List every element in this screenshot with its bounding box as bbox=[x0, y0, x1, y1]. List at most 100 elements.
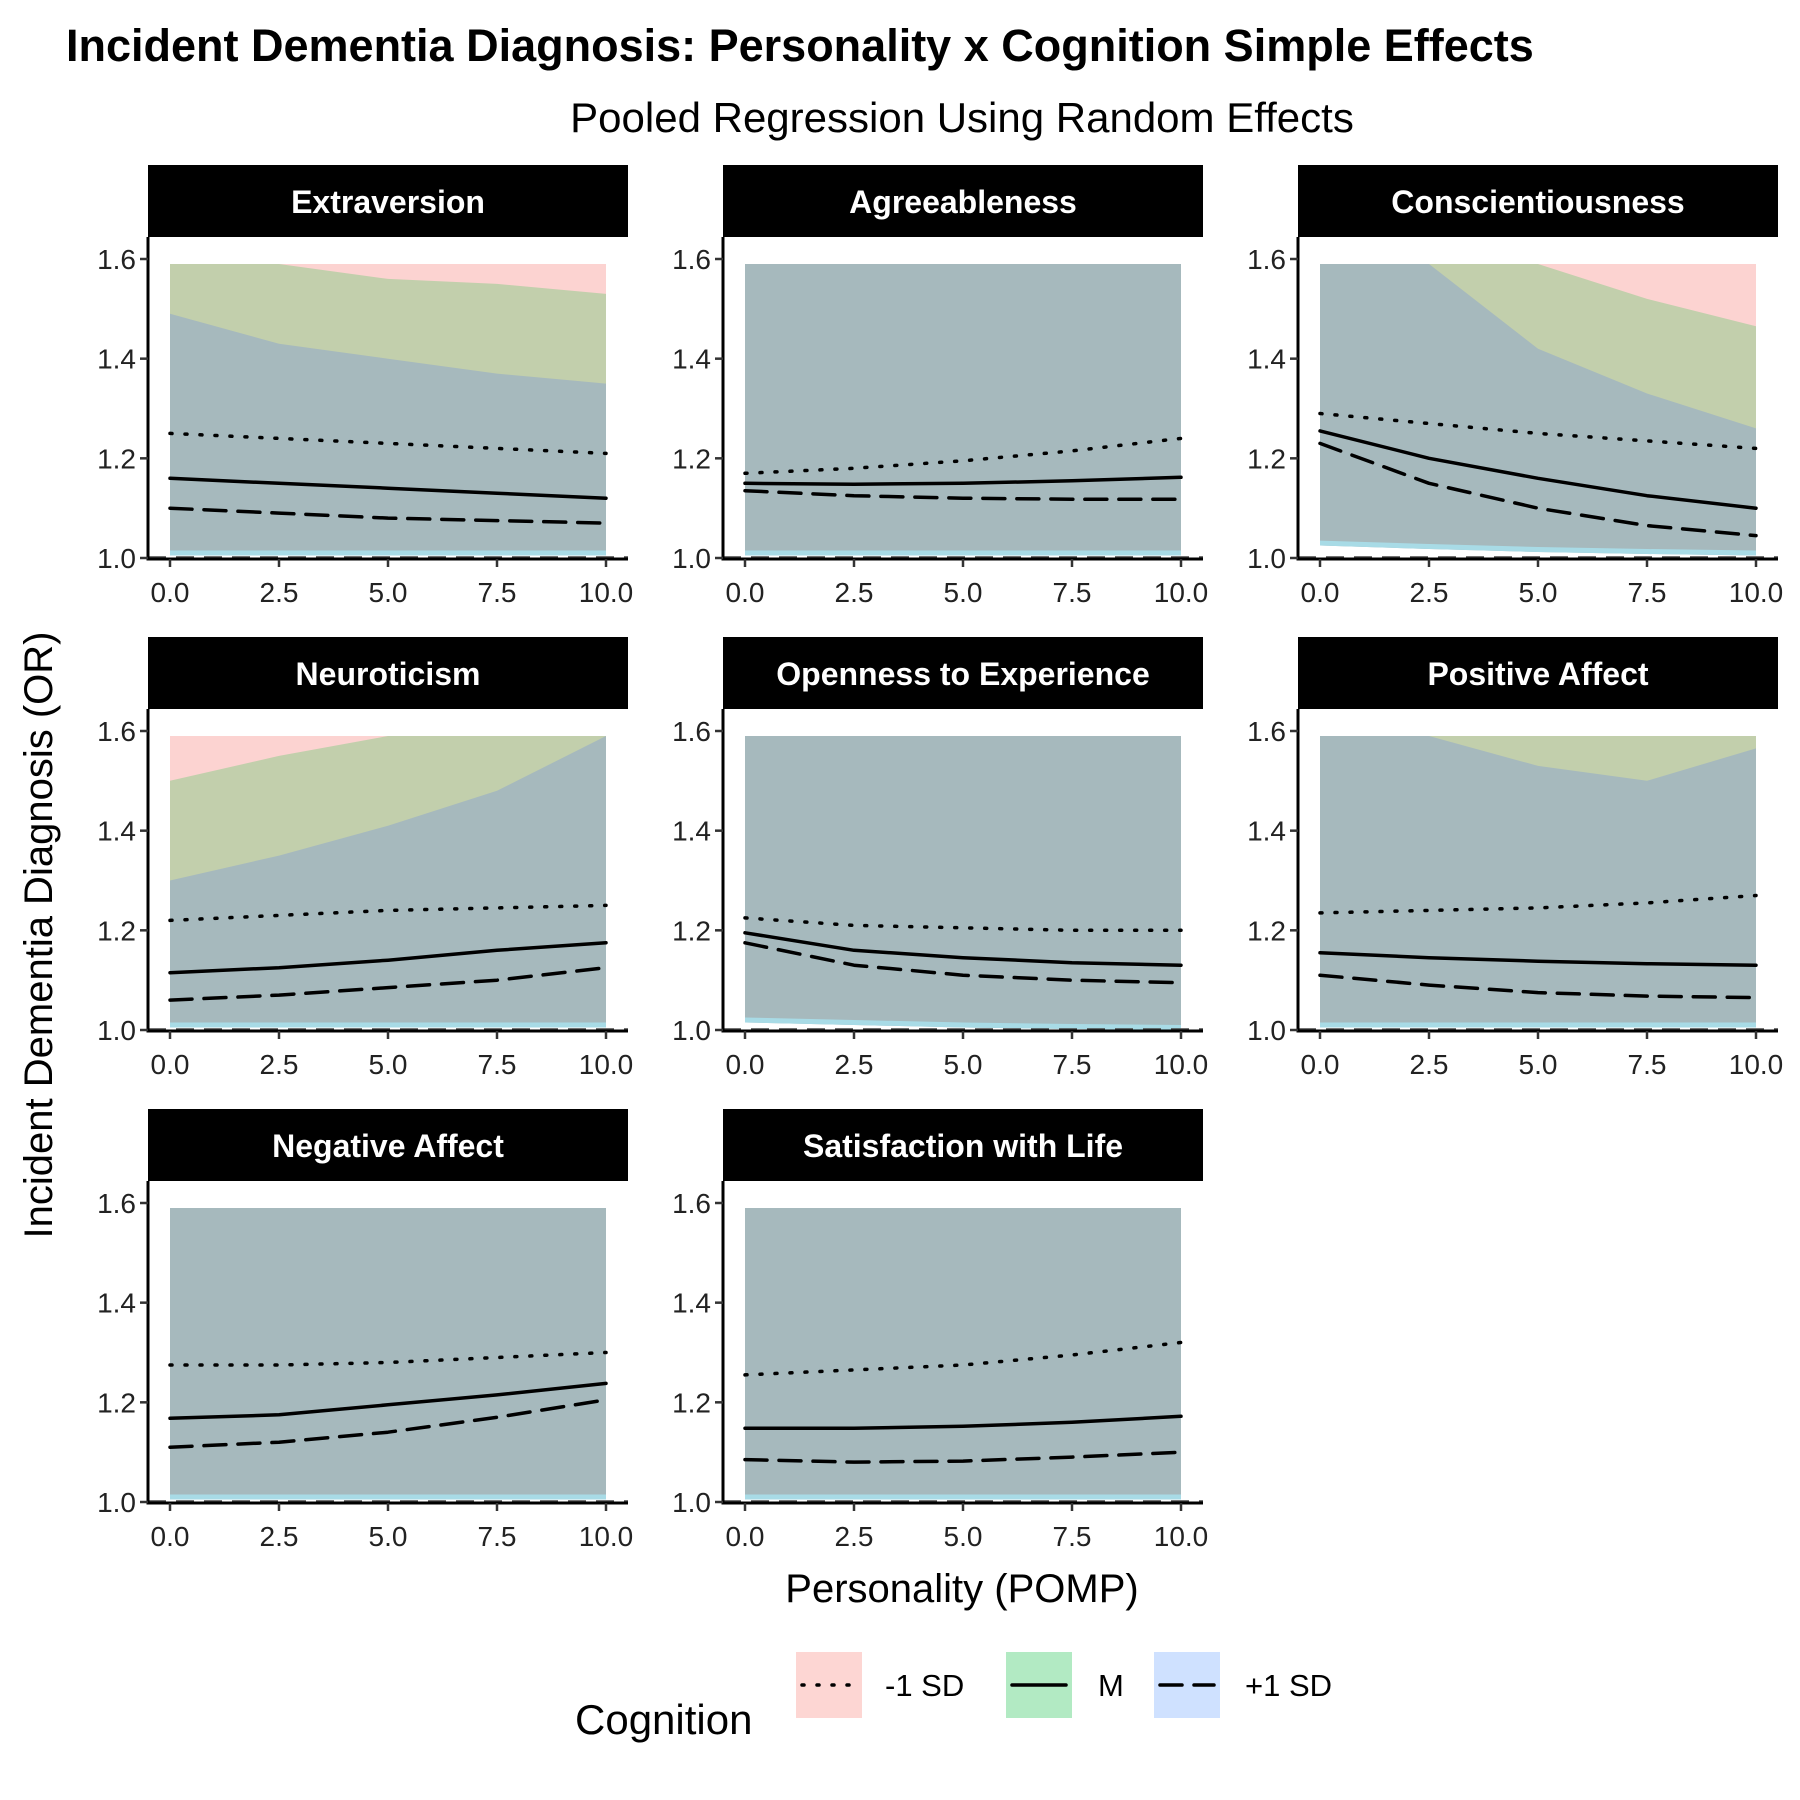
x-tick-label: 2.5 bbox=[1410, 1049, 1449, 1080]
plot-area bbox=[1318, 736, 1758, 1028]
y-tick-label: 1.4 bbox=[672, 344, 711, 375]
x-tick-label: 7.5 bbox=[1053, 1049, 1092, 1080]
ribbon-lower-band bbox=[1320, 540, 1756, 556]
series-line bbox=[168, 431, 608, 456]
series-line bbox=[1318, 441, 1758, 538]
facet-strip-label: Agreeableness bbox=[849, 184, 1077, 220]
facet-strip bbox=[1298, 165, 1778, 237]
plot-area bbox=[168, 736, 608, 1028]
y-tick-label: 1.2 bbox=[1247, 443, 1286, 474]
panel-neuroticism: Neuroticism 1.0 1.2 1.4 1.6 0.0 2.5 5.0 7.5 10.0 bbox=[97, 637, 633, 1080]
ribbon bbox=[170, 1208, 606, 1500]
panel-openness-to-experience: Openness to Experience 1.0 1.2 1.4 1.6 0.0 2.5… bbox=[672, 637, 1208, 1080]
y-tick-label: 1.2 bbox=[1247, 915, 1286, 946]
y-tick-label: 1.0 bbox=[672, 1487, 711, 1518]
x-tick-label: 7.5 bbox=[478, 577, 517, 608]
series-line bbox=[1318, 429, 1758, 510]
facet-strip-label: Extraversion bbox=[291, 184, 485, 220]
x-tick-label: 2.5 bbox=[835, 1521, 874, 1552]
series-line bbox=[168, 1350, 608, 1367]
series-line bbox=[743, 1414, 1183, 1430]
x-tick-label: 0.0 bbox=[726, 1049, 765, 1080]
x-tick-label: 7.5 bbox=[1053, 577, 1092, 608]
facet-strip bbox=[1298, 637, 1778, 709]
facet-strip bbox=[148, 1109, 628, 1181]
ribbon bbox=[745, 736, 1181, 1030]
plot-area bbox=[743, 736, 1183, 1030]
y-tick-label: 1.2 bbox=[672, 1387, 711, 1418]
y-tick-label: 1.4 bbox=[1247, 344, 1286, 375]
series-line bbox=[168, 903, 608, 923]
ribbon bbox=[745, 1208, 1181, 1500]
y-tick-label: 1.6 bbox=[1247, 716, 1286, 747]
ribbon-lower-band bbox=[745, 1017, 1181, 1030]
x-tick-label: 0.0 bbox=[726, 577, 765, 608]
y-tick-label: 1.6 bbox=[672, 716, 711, 747]
x-tick-label: 5.0 bbox=[944, 1049, 983, 1080]
y-tick-label: 1.4 bbox=[97, 1288, 136, 1319]
series-line bbox=[168, 1381, 608, 1421]
series-line bbox=[743, 916, 1183, 933]
x-tick-label: 5.0 bbox=[1519, 577, 1558, 608]
facet-strip bbox=[723, 165, 1203, 237]
x-tick-label: 5.0 bbox=[1519, 1049, 1558, 1080]
legend-title: Cognition bbox=[575, 1696, 752, 1743]
y-tick-label: 1.0 bbox=[97, 1015, 136, 1046]
chart-title: Incident Dementia Diagnosis: Personality… bbox=[66, 20, 1534, 71]
facet-strip bbox=[148, 637, 628, 709]
y-tick-label: 1.6 bbox=[672, 244, 711, 275]
y-tick-label: 1.2 bbox=[97, 1387, 136, 1418]
x-tick-label: 5.0 bbox=[944, 577, 983, 608]
y-tick-label: 1.6 bbox=[1247, 244, 1286, 275]
y-tick-label: 1.4 bbox=[1247, 816, 1286, 847]
y-tick-label: 1.6 bbox=[97, 1188, 136, 1219]
ribbon-lower-band bbox=[1320, 1022, 1756, 1028]
y-tick-label: 1.6 bbox=[97, 716, 136, 747]
y-tick-label: 1.4 bbox=[672, 816, 711, 847]
ribbon-lower-band bbox=[745, 1494, 1181, 1500]
y-tick-label: 1.0 bbox=[1247, 543, 1286, 574]
x-tick-label: 7.5 bbox=[1053, 1521, 1092, 1552]
ribbon bbox=[170, 313, 606, 556]
y-tick-label: 1.0 bbox=[1247, 1015, 1286, 1046]
x-tick-label: 7.5 bbox=[1628, 577, 1667, 608]
y-tick-label: 1.6 bbox=[97, 244, 136, 275]
plot-area bbox=[743, 1208, 1183, 1500]
panel-extraversion: Extraversion 1.0 1.2 1.4 1.6 0.0 2.5 5.0 7.5 10.0 bbox=[97, 165, 633, 608]
series-line bbox=[1318, 893, 1758, 915]
x-tick-label: 10.0 bbox=[1729, 1049, 1784, 1080]
series-line bbox=[168, 506, 608, 525]
ribbon bbox=[1320, 736, 1756, 1028]
facet-strip-label: Negative Affect bbox=[272, 1128, 504, 1164]
series-line bbox=[743, 941, 1183, 985]
x-axis-title: Personality (POMP) bbox=[785, 1567, 1138, 1611]
facet-strip-label: Neuroticism bbox=[296, 656, 481, 692]
ribbon bbox=[745, 264, 1181, 556]
panel-negative-affect: Negative Affect 1.0 1.2 1.4 1.6 0.0 2.5 5.0 7.5 1… bbox=[97, 1109, 633, 1552]
x-tick-label: 7.5 bbox=[478, 1521, 517, 1552]
series-line bbox=[168, 1398, 608, 1449]
panel-agreeableness: Agreeableness 1.0 1.2 1.4 1.6 0.0 2.5 5.0 7.5 10.… bbox=[672, 165, 1208, 608]
panel-conscientiousness: Conscientiousness 1.0 1.2 1.4 1.6 0.0 2.5 5.0 7.… bbox=[1247, 165, 1783, 608]
x-tick-label: 0.0 bbox=[726, 1521, 765, 1552]
x-tick-label: 0.0 bbox=[151, 1521, 190, 1552]
y-tick-label: 1.4 bbox=[97, 816, 136, 847]
ribbon bbox=[170, 736, 606, 1028]
ribbon-lower-band bbox=[170, 1494, 606, 1500]
x-tick-label: 0.0 bbox=[1301, 577, 1340, 608]
y-tick-label: 1.4 bbox=[672, 1288, 711, 1319]
y-tick-label: 1.0 bbox=[672, 543, 711, 574]
series-line bbox=[1318, 951, 1758, 967]
x-tick-label: 5.0 bbox=[369, 1049, 408, 1080]
plot-area bbox=[168, 264, 608, 556]
facet-strip-label: Openness to Experience bbox=[776, 656, 1149, 692]
y-tick-label: 1.6 bbox=[672, 1188, 711, 1219]
x-tick-label: 10.0 bbox=[579, 577, 634, 608]
series-line bbox=[168, 941, 608, 975]
facet-panels: Extraversion 1.0 1.2 1.4 1.6 0.0 2.5 5.0 7.5 10.0… bbox=[97, 165, 1783, 1552]
ribbon-lower-band bbox=[170, 550, 606, 556]
panel-satisfaction-with-life: Satisfaction with Life 1.0 1.2 1.4 1.6 0.0 2.5… bbox=[672, 1109, 1208, 1552]
facet-strip-label: Satisfaction with Life bbox=[803, 1128, 1123, 1164]
